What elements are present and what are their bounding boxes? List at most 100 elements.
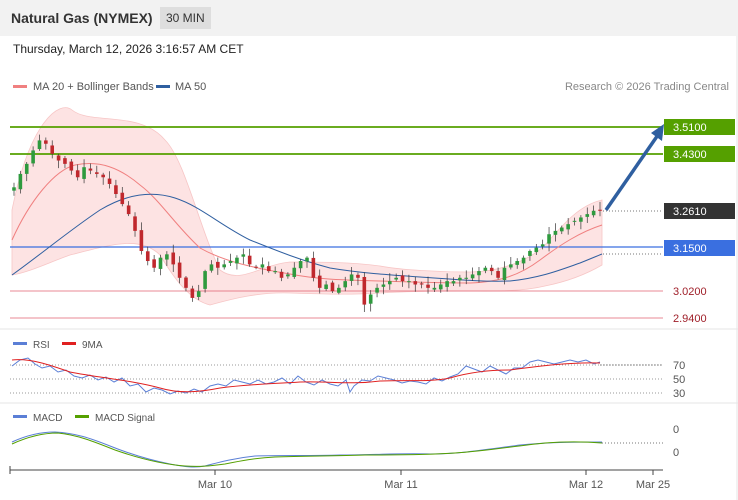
candle-body [496,271,500,278]
macd-tick-lower: 0 [673,447,679,459]
candle-body [107,178,112,184]
macd-signal-legend-label: MACD Signal [95,413,155,424]
candle-body [209,264,214,271]
candle-body [400,275,405,282]
pivot-level-tag [664,240,735,256]
s2-level-label: 2.9400 [673,313,707,325]
candle-body [184,277,188,288]
rsi-ma-legend-swatch [62,342,76,345]
candle-body [241,254,246,257]
s1-level-label: 3.0200 [673,286,707,298]
candle-body [521,257,526,264]
candle-body [451,281,456,284]
rsi-line [11,357,601,395]
candle-body [292,267,297,277]
candle-body [540,244,545,247]
candle-body [413,281,418,285]
candle-body [566,224,570,230]
candle-body [591,210,596,216]
last-price-label: 3.2610 [673,206,707,218]
candle-body [368,294,373,304]
candle-body [407,281,411,283]
macd-tick-upper: 0 [673,424,679,436]
candle-body [362,276,367,305]
candle-body [528,250,532,256]
candle-body [337,287,341,293]
macd-signal-legend-swatch [75,415,89,418]
candle-body [324,284,328,290]
candle-body [82,167,86,179]
candle-body [88,168,93,171]
last-price-tag [664,203,735,219]
candle-body [305,257,309,262]
candle-body [489,267,494,272]
candle-body [483,267,488,271]
candle-body [101,174,105,178]
candle-body [12,187,16,191]
candle-body [177,262,182,278]
candle-body [75,170,80,178]
candle-body [56,155,61,161]
ma50-legend-swatch [156,85,170,88]
candle-body [388,281,392,285]
ma20-line [11,163,603,284]
candle-body [139,230,144,251]
candle-body [279,271,284,278]
candle-body [196,291,201,297]
timeframe-button[interactable]: 30 MIN [160,7,211,29]
candlestick-series [12,134,602,313]
candle-body [37,140,42,150]
candle-body [349,274,354,281]
ma50-line [11,193,603,282]
candle-body [266,266,271,272]
candle-body [254,266,258,268]
x-tick-label: Mar 11 [384,479,417,491]
x-tick-label: Mar 12 [569,479,603,491]
candle-body [394,277,398,280]
candle-body [311,257,316,278]
candle-body [171,252,176,265]
bollinger-band [11,107,603,306]
ma20-legend-swatch [13,85,27,88]
candle-body [547,234,551,244]
rsi-legend-label: RSI [33,340,50,351]
rsi-ma-legend-label: 9MA [82,340,103,351]
candle-body [203,271,207,289]
macd-line [11,431,603,468]
candle-body [426,284,430,288]
candle-body [216,261,220,268]
candle-body [120,192,125,205]
candle-body [515,261,519,265]
candle-body [24,163,29,174]
candle-body [317,275,322,288]
r2-level-tag [664,119,735,135]
pivot-level-label: 3.1500 [673,243,707,255]
candle-body [152,259,156,268]
projection-arrow [604,131,662,211]
chart-header: Natural Gas (NYMEX) 30 MIN [0,0,738,36]
projection-arrow-head [651,124,664,141]
candle-body [330,282,335,292]
ma50-legend-label: MA 50 [175,81,206,93]
candle-body [31,150,35,164]
candle-body [419,283,424,285]
candle-body [50,145,55,154]
macd-signal-line [11,432,603,467]
candle-body [222,264,226,268]
x-tick-label: Mar 10 [198,479,232,491]
candle-body [114,185,118,195]
candle-body [228,261,233,263]
candle-body [553,230,558,235]
rsi-tick-70: 70 [673,360,685,372]
candle-body [18,173,23,190]
candle-body [63,158,67,164]
candle-body [44,140,48,144]
copyright: Research © 2026 Trading Central [565,81,729,93]
candle-body [356,274,360,278]
candle-body [158,257,163,269]
candle-body [598,209,602,211]
candle-body [298,261,303,269]
candle-body [235,257,239,264]
candle-body [133,216,137,231]
candle-body [273,271,277,273]
